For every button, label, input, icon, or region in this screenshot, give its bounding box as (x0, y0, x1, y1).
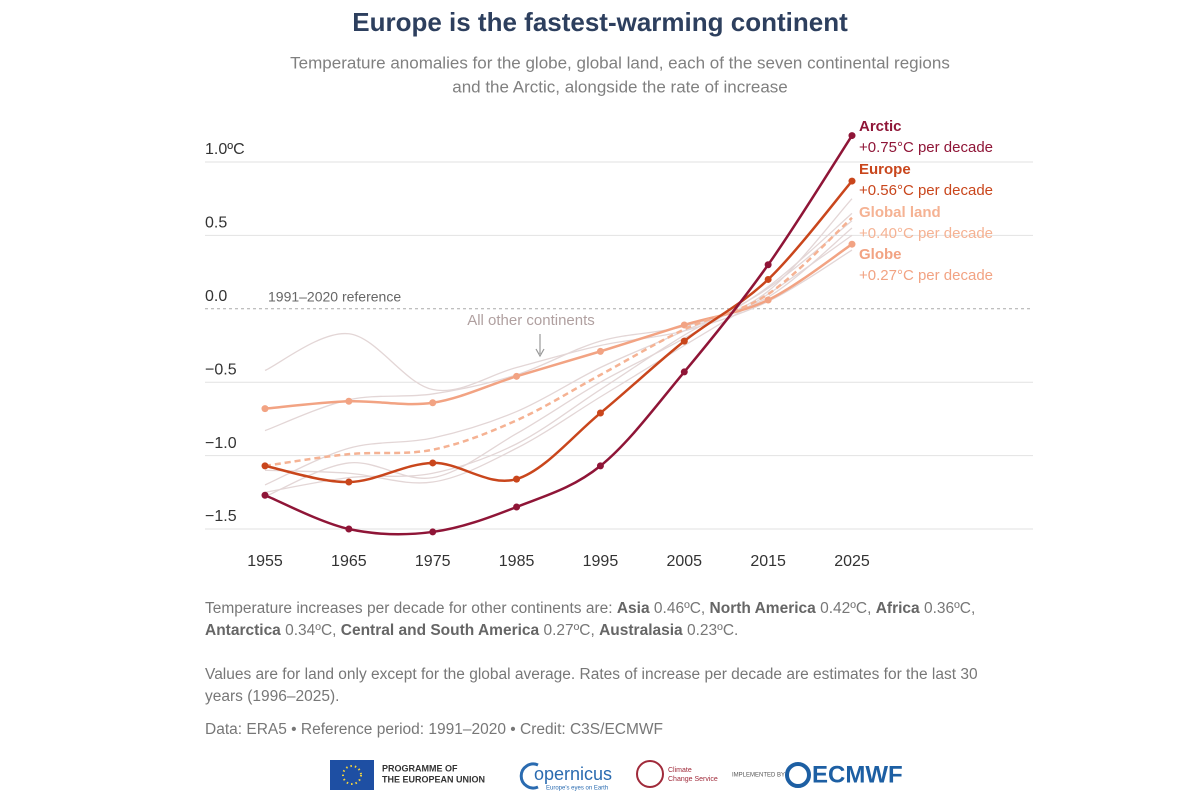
footnote-text: 0.46ºC, (649, 600, 710, 617)
point (680, 368, 688, 376)
y-tick-label: 0.0 (205, 288, 227, 305)
footnote-text: Antarctica (205, 622, 281, 639)
footnote-text: Australasia (599, 622, 683, 639)
series-line (264, 180, 853, 484)
footnote-text: 0.34ºC, (280, 622, 341, 639)
logo-text: Europe's eyes on Earth (546, 786, 608, 792)
subtitle: Temperature anomalies for the globe, glo… (290, 53, 950, 72)
point (596, 462, 604, 470)
point (596, 347, 604, 355)
y-tick-label: −0.5 (205, 361, 237, 378)
logo-text: IMPLEMENTED BY (732, 773, 785, 779)
series-line (264, 234, 853, 484)
annotation-arrowhead (535, 348, 545, 358)
footnote-text: Central and South America (340, 622, 540, 639)
point (345, 478, 353, 486)
point (429, 459, 437, 467)
footnote: Data: ERA5 • Reference period: 1991–2020… (205, 719, 1005, 741)
y-tick-label: −1.0 (205, 435, 237, 452)
annotation: All other continents (467, 312, 595, 329)
y-tick-label: 1.0ºC (205, 141, 245, 158)
series-line (264, 249, 853, 392)
x-tick-label: 1985 (499, 553, 535, 570)
footnote: Temperature increases per decade for oth… (205, 598, 1005, 642)
footnote-text: 0.23ºC. (682, 622, 739, 639)
logos: PROGRAMME OF THE EUROPEAN UNION opernicu… (330, 760, 903, 792)
subtitle: and the Arctic, alongside the rate of in… (452, 77, 787, 96)
series-line (264, 216, 853, 468)
point (848, 177, 856, 185)
legend-rate: +0.75°C per decade (859, 139, 993, 156)
logo-text: Change Service (668, 776, 718, 783)
point (429, 528, 437, 536)
footnote: Values are for land only except for the … (205, 664, 1005, 708)
legend-name: Global land (859, 204, 941, 221)
legend-rate: +0.56°C per decade (859, 182, 993, 199)
legend-rate: +0.27°C per decade (859, 267, 993, 284)
legend-name: Europe (859, 161, 911, 178)
point (261, 491, 269, 499)
x-tick-label: 1975 (415, 553, 451, 570)
legend-name: Arctic (859, 118, 902, 135)
point (764, 296, 772, 304)
logo-text: ECMWF (812, 761, 903, 788)
y-tick-label: −1.5 (205, 508, 237, 525)
series-line (264, 220, 853, 493)
chart-title: Europe is the fastest-warming continent (352, 7, 848, 37)
eu-stars (342, 765, 362, 785)
legend-rate: +0.40°C per decade (859, 225, 993, 242)
logo-text: THE EUROPEAN UNION (382, 774, 485, 784)
ecmwf-icon (785, 762, 811, 788)
legend-name: Globe (859, 246, 902, 263)
point (596, 409, 604, 417)
x-tick-label: 2025 (834, 553, 870, 570)
point (764, 261, 772, 269)
eu-flag (330, 760, 374, 790)
footnote-text: Data: ERA5 • Reference period: 1991–2020… (205, 721, 663, 738)
point (429, 399, 437, 407)
point (513, 503, 521, 511)
x-tick-label: 2005 (666, 553, 702, 570)
copernicus-c (519, 762, 539, 790)
footnote-text: Africa (875, 600, 920, 617)
footnote-text: North America (709, 600, 816, 617)
series-line (264, 198, 853, 486)
point (764, 275, 772, 283)
logo-text: PROGRAMME OF (382, 763, 458, 773)
series-line (264, 212, 853, 498)
x-tick-label: 1955 (247, 553, 283, 570)
point (345, 525, 353, 533)
point (345, 397, 353, 405)
point (513, 475, 521, 483)
footnote-text: Asia (616, 600, 650, 617)
y-tick-label: 0.5 (205, 215, 227, 232)
point (261, 405, 269, 413)
x-tick-label: 1995 (583, 553, 619, 570)
reference-label: 1991–2020 reference (268, 289, 401, 305)
point (261, 462, 269, 470)
point (680, 321, 688, 329)
logo-text: opernicus (534, 764, 612, 784)
c3s-icon (636, 760, 664, 788)
x-tick-label: 1965 (331, 553, 367, 570)
point (848, 132, 856, 140)
point (513, 372, 521, 380)
footnote-text: Values are for land only except for the … (205, 666, 978, 705)
footnote-text: Temperature increases per decade for oth… (205, 600, 617, 617)
point (848, 240, 856, 248)
point (680, 337, 688, 345)
logo-text: Climate (668, 767, 692, 774)
x-tick-label: 2015 (750, 553, 786, 570)
footnote-text: 0.42ºC, (815, 600, 876, 617)
footnote-text: 0.36ºC, (919, 600, 976, 617)
footnote-text: 0.27ºC, (539, 622, 600, 639)
